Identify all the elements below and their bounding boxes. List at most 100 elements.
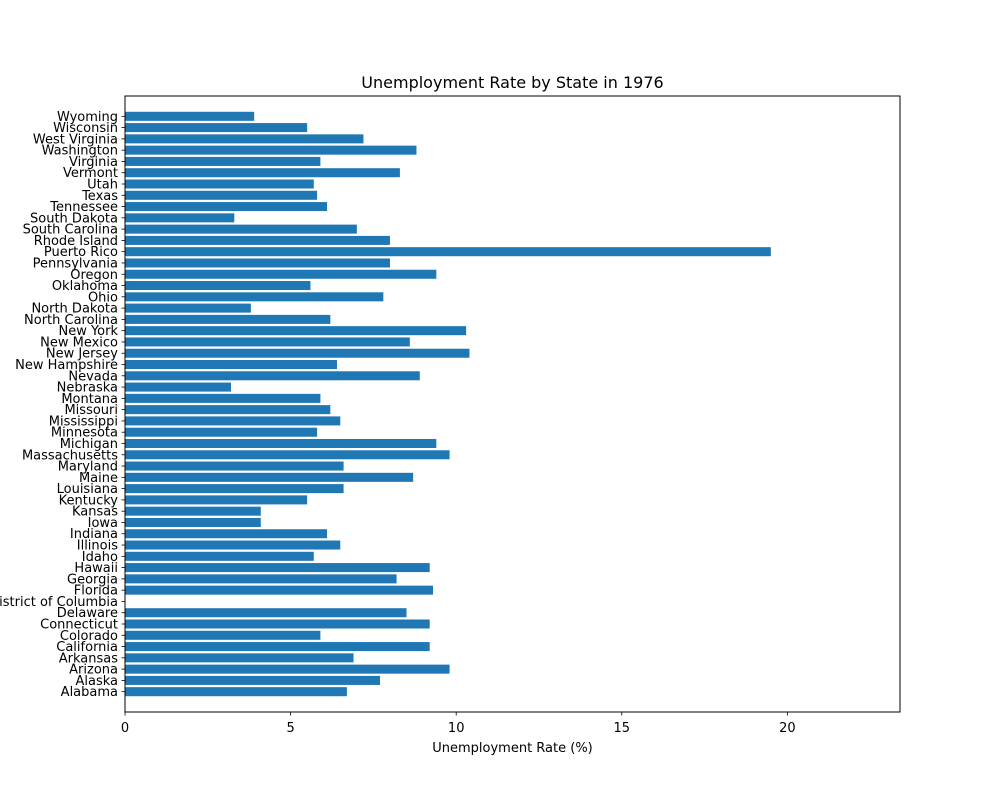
x-axis-label: Unemployment Rate (%)	[432, 741, 593, 756]
bar-maine	[125, 472, 414, 482]
bar-wyoming	[125, 111, 255, 121]
bar-kansas	[125, 506, 261, 516]
bar-tennessee	[125, 202, 328, 212]
bar-wisconsin	[125, 123, 308, 133]
y-tick-label: Iowa	[88, 516, 118, 531]
y-tick-label: Oregon	[70, 268, 118, 283]
bar-louisiana	[125, 484, 344, 494]
x-tick-label: 10	[448, 721, 465, 736]
bar-montana	[125, 393, 321, 403]
bar-kentucky	[125, 495, 308, 505]
y-tick-label: Massachusetts	[22, 448, 118, 463]
y-tick-label: New York	[58, 324, 118, 339]
y-tick-label: Alaska	[75, 674, 118, 689]
x-tick-label: 20	[779, 721, 796, 736]
bar-south-carolina	[125, 224, 357, 234]
y-tick-label: Utah	[87, 178, 118, 193]
bar-vermont	[125, 168, 400, 178]
y-tick-label: Maryland	[58, 460, 118, 475]
bar-california	[125, 642, 430, 652]
y-tick-label: Florida	[74, 584, 118, 599]
y-axis-ticks: AlabamaAlaskaArizonaArkansasCaliforniaCo…	[0, 110, 125, 700]
bar-nevada	[125, 371, 420, 381]
y-tick-label: Alabama	[61, 685, 118, 700]
bar-rhode-island	[125, 235, 390, 245]
bar-maryland	[125, 461, 344, 471]
y-tick-label: South Carolina	[23, 223, 118, 238]
y-tick-label: Missouri	[64, 403, 118, 418]
bar-utah	[125, 179, 314, 189]
y-tick-label: West Virginia	[33, 132, 118, 147]
bar-new-hampshire	[125, 360, 337, 370]
bar-colorado	[125, 630, 321, 640]
y-tick-label: Delaware	[57, 606, 118, 621]
bar-texas	[125, 190, 318, 200]
y-tick-label: Puerto Rico	[44, 245, 118, 260]
bar-mississippi	[125, 416, 341, 426]
bar-connecticut	[125, 619, 430, 629]
y-tick-label: Tennessee	[49, 200, 118, 215]
bar-virginia	[125, 156, 321, 166]
bar-hawaii	[125, 563, 430, 573]
y-tick-label: New Mexico	[40, 335, 118, 350]
bar-oregon	[125, 269, 437, 279]
y-tick-label: Rhode Island	[34, 234, 118, 249]
bar-missouri	[125, 405, 331, 415]
y-tick-label: North Carolina	[24, 313, 118, 328]
bar-michigan	[125, 438, 437, 448]
bar-oklahoma	[125, 281, 311, 291]
y-tick-label: Indiana	[70, 527, 118, 542]
y-tick-label: District of Columbia	[0, 595, 118, 610]
y-tick-label: Colorado	[60, 629, 118, 644]
y-tick-label: South Dakota	[30, 211, 118, 226]
bar-florida	[125, 585, 434, 595]
y-tick-label: North Dakota	[31, 302, 118, 317]
x-axis-ticks: 0 5 10 15 20	[121, 712, 796, 736]
bar-idaho	[125, 551, 314, 561]
bar-south-dakota	[125, 213, 235, 223]
bar-minnesota	[125, 427, 318, 437]
y-tick-label: Wyoming	[57, 110, 118, 125]
y-tick-label: Pennsylvania	[33, 256, 118, 271]
bar-indiana	[125, 529, 328, 539]
bar-north-carolina	[125, 314, 331, 324]
y-tick-label: Illinois	[77, 539, 118, 554]
bar-alabama	[125, 687, 347, 697]
bar-new-york	[125, 326, 467, 336]
y-tick-label: Louisiana	[57, 482, 118, 497]
bar-west-virginia	[125, 134, 364, 144]
bar-ohio	[125, 292, 384, 302]
bar-delaware	[125, 608, 407, 618]
y-tick-label: Ohio	[88, 290, 118, 305]
bar-arizona	[125, 664, 450, 674]
y-tick-label: Georgia	[67, 572, 118, 587]
y-tick-label: Arkansas	[59, 651, 118, 666]
y-tick-label: Kansas	[72, 505, 118, 520]
bar-puerto-rico	[125, 247, 771, 257]
y-tick-label: Michigan	[60, 437, 118, 452]
bar-alaska	[125, 675, 381, 685]
chart-title: Unemployment Rate by State in 1976	[361, 73, 663, 92]
bar-new-jersey	[125, 348, 470, 358]
bar-washington	[125, 145, 417, 155]
y-tick-label: Texas	[81, 189, 118, 204]
y-tick-label: Idaho	[82, 550, 118, 565]
y-tick-label: Hawaii	[74, 561, 118, 576]
y-tick-label: California	[56, 640, 118, 655]
y-tick-label: Arizona	[69, 663, 118, 678]
y-tick-label: Wisconsin	[53, 121, 118, 136]
x-tick-label: 5	[286, 721, 294, 736]
y-tick-label: Virginia	[69, 155, 118, 170]
bars-group	[125, 111, 771, 697]
bar-north-dakota	[125, 303, 251, 313]
bar-iowa	[125, 517, 261, 527]
bar-illinois	[125, 540, 341, 550]
y-tick-label: Washington	[42, 144, 118, 159]
plot-area-frame	[124, 95, 901, 713]
bar-nebraska	[125, 382, 231, 392]
y-tick-label: Maine	[79, 471, 118, 486]
x-tick-label: 0	[121, 721, 129, 736]
y-tick-label: New Jersey	[46, 347, 118, 362]
